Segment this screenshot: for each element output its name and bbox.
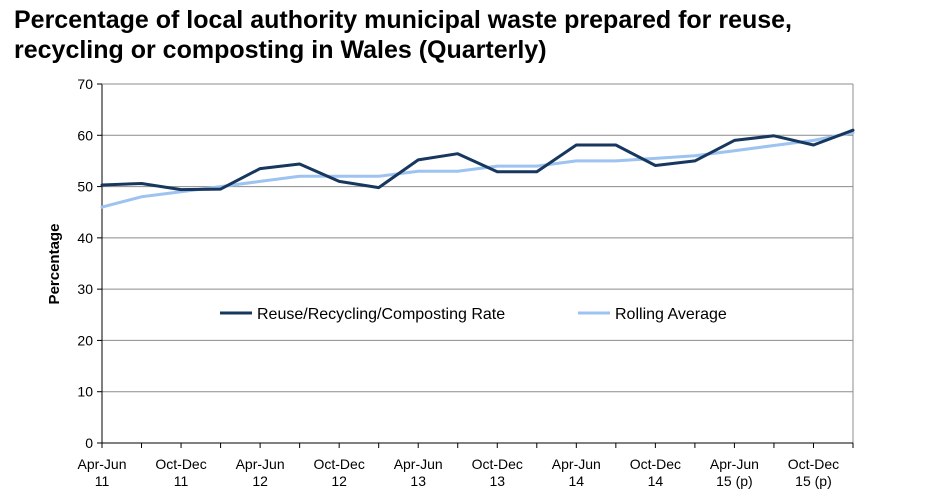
- chart-title-line-2: recycling or composting in Wales (Quarte…: [14, 36, 547, 64]
- legend-label-rolling: Rolling Average: [615, 306, 727, 323]
- x-tick-label: Oct-Dec 11: [155, 456, 206, 489]
- x-tick-label: Apr-Jun 12: [236, 456, 285, 489]
- x-tick-label: Oct-Dec 14: [630, 456, 681, 489]
- y-tick-label: 10: [77, 384, 93, 400]
- y-axis-label: Percentage: [46, 224, 63, 305]
- axes: [101, 83, 854, 444]
- y-tick-label: 30: [77, 281, 93, 297]
- x-tick-label: Apr-Jun 15 (p): [710, 456, 759, 489]
- y-axis-ticks: 0 10 20 30 40 50 60 70: [77, 76, 102, 451]
- x-tick-label: Apr-Jun 11: [77, 456, 126, 489]
- chart-title-line-1: Percentage of local authority municipal …: [14, 6, 793, 34]
- y-tick-label: 70: [77, 76, 93, 92]
- x-tick-label: Apr-Jun 14: [552, 456, 601, 489]
- legend: Reuse/Recycling/Composting Rate Rolling …: [220, 306, 727, 323]
- legend-label-rate: Reuse/Recycling/Composting Rate: [257, 306, 505, 323]
- x-tick-label: Apr-Jun 13: [394, 456, 443, 489]
- y-tick-label: 20: [77, 332, 93, 348]
- series-line-rate: [100, 128, 855, 192]
- series-lines: [100, 128, 855, 209]
- y-tick-label: 40: [77, 230, 93, 246]
- x-axis-ticks: Apr-Jun 11 Oct-Dec 11 Apr-Jun 12 Oct-Dec 12 Apr-…: [77, 443, 854, 489]
- gridlines: [102, 83, 853, 393]
- series-line-rolling: [100, 131, 855, 209]
- y-tick-label: 50: [77, 179, 93, 195]
- y-tick-label: 60: [77, 127, 93, 143]
- x-tick-label: Oct-Dec 12: [313, 456, 364, 489]
- x-tick-label: Oct-Dec 15 (p): [788, 456, 839, 489]
- x-tick-label: Oct-Dec 13: [472, 456, 523, 489]
- y-tick-label: 0: [85, 435, 93, 451]
- chart-title: Percentage of local authority municipal …: [14, 5, 929, 65]
